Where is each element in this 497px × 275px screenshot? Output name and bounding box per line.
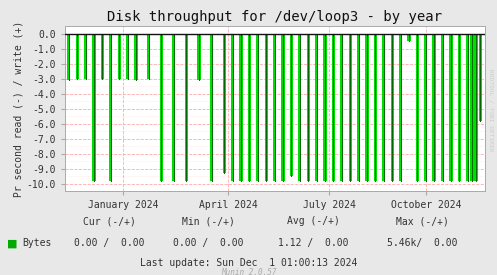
Title: Disk throughput for /dev/loop3 - by year: Disk throughput for /dev/loop3 - by year [107,10,442,24]
Text: Cur (-/+): Cur (-/+) [83,216,136,226]
Text: 5.46k/  0.00: 5.46k/ 0.00 [387,238,458,248]
Text: Max (-/+): Max (-/+) [396,216,449,226]
Text: RRDTOOL / TOBI OETIKER: RRDTOOL / TOBI OETIKER [489,69,494,151]
Text: Munin 2.0.57: Munin 2.0.57 [221,268,276,275]
Text: Bytes: Bytes [22,238,52,248]
Y-axis label: Pr second read (-) / write (+): Pr second read (-) / write (+) [13,21,23,197]
Text: 0.00 /  0.00: 0.00 / 0.00 [74,238,145,248]
Text: 1.12 /  0.00: 1.12 / 0.00 [278,238,348,248]
Text: Last update: Sun Dec  1 01:00:13 2024: Last update: Sun Dec 1 01:00:13 2024 [140,258,357,268]
Text: 0.00 /  0.00: 0.00 / 0.00 [173,238,244,248]
Text: Min (-/+): Min (-/+) [182,216,235,226]
Text: ■: ■ [7,238,18,248]
Text: Avg (-/+): Avg (-/+) [287,216,339,226]
